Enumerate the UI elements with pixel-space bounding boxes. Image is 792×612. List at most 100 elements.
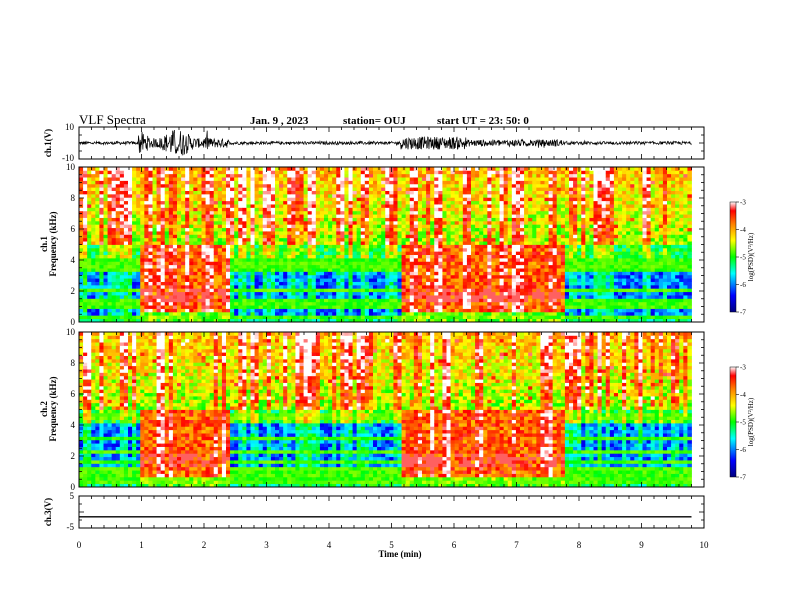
spectrogram-cell [87, 224, 92, 229]
spectrogram-cell [475, 237, 480, 242]
spectrogram-cell [454, 220, 460, 225]
spectrogram-cell [373, 183, 378, 188]
spectrogram-cell [95, 291, 100, 296]
spectrogram-cell [99, 257, 104, 262]
spectrogram-cell [307, 311, 313, 316]
spectrogram-cell [458, 214, 464, 218]
spectrogram-cell [373, 210, 378, 215]
spectrogram-cell [258, 298, 264, 303]
spectrogram-cell [499, 254, 505, 259]
spectrogram-cell [115, 237, 121, 242]
spectrogram-cell [299, 173, 304, 178]
spectrogram-cell [373, 214, 378, 218]
spectrogram-cell [275, 311, 280, 316]
spectrogram-cell [417, 197, 423, 202]
spectrogram-cell [303, 247, 309, 252]
spectrogram-cell [328, 271, 333, 276]
spectrogram-cell [324, 197, 329, 202]
spectrogram-cell [266, 268, 272, 272]
spectrogram-cell [238, 180, 243, 185]
spectrogram-cell [111, 311, 117, 316]
spectrogram-cell [409, 224, 415, 229]
spectrogram-cell [140, 298, 145, 303]
spectrogram-cell [422, 227, 427, 232]
spectrogram-cell [279, 301, 284, 306]
spectrogram-cell [422, 301, 427, 306]
spectrogram-cell [295, 274, 300, 279]
spectrogram-cell [462, 231, 468, 235]
spectrogram-cell [483, 261, 488, 266]
spectrogram-cell [168, 308, 174, 313]
spectrogram-cell [250, 308, 255, 313]
spectrogram-cell [483, 281, 488, 286]
spectrogram-cell [466, 257, 472, 262]
spectrogram-cell [409, 311, 415, 316]
spectrogram-cell [295, 227, 300, 232]
spectrogram-cell [364, 173, 370, 178]
spectrogram-cell [356, 254, 362, 259]
spectrogram-cell [389, 173, 394, 178]
spectrogram-cell [140, 288, 145, 293]
spectrogram-cell [368, 210, 374, 215]
spectrogram-cell [123, 298, 129, 303]
spectrogram-cell [226, 217, 231, 222]
spectrogram-cell [91, 278, 96, 282]
spectrogram-cell [483, 183, 488, 188]
spectrogram-cell [377, 247, 382, 252]
spectrogram-cell [283, 318, 288, 323]
spectrogram-cell [352, 311, 358, 316]
spectrogram-cell [381, 187, 386, 191]
spectrogram-cell [495, 251, 500, 256]
spectrogram-cell [344, 291, 349, 296]
spectrogram-cell [442, 308, 447, 313]
spectrogram-cell [450, 187, 456, 191]
spectrogram-cell [368, 200, 374, 205]
spectrogram-cell [377, 170, 382, 175]
spectrogram-cell [507, 281, 513, 286]
spectrogram-cell [128, 200, 133, 205]
spectrogram-cell [197, 234, 202, 239]
spectrogram-cell [181, 298, 186, 303]
spectrogram-cell [315, 257, 321, 262]
spectrogram-cell [319, 305, 325, 309]
spectrogram-cell [136, 214, 141, 218]
spectrogram-cell [279, 244, 284, 249]
spectrogram-cell [246, 268, 251, 272]
spectrogram-cell [87, 204, 92, 208]
spectrogram-cell [258, 214, 264, 218]
spectrogram-cell [95, 257, 100, 262]
spectrogram-cell [422, 315, 427, 320]
spectrogram-cell [87, 257, 92, 262]
spectrogram-cell [307, 190, 313, 195]
spectrogram-cell [250, 305, 255, 309]
spectrogram-cell [393, 271, 398, 276]
spectrogram-cell [315, 241, 321, 245]
spectrogram-cell [393, 268, 398, 272]
spectrogram-cell [291, 220, 296, 225]
spectrogram-cell [283, 311, 288, 316]
spectrogram-cell [262, 274, 268, 279]
spectrogram-cell [360, 291, 366, 296]
spectrogram-cell [319, 278, 325, 282]
spectrogram-cell [373, 177, 378, 181]
spectrogram-cell [119, 254, 125, 259]
spectrogram-cell [368, 231, 374, 235]
spectrogram-cell [132, 167, 137, 171]
spectrogram-cell [270, 301, 276, 306]
spectrogram-cell [95, 231, 100, 235]
spectrogram-cell [279, 193, 284, 198]
spectrogram-cell [356, 298, 362, 303]
spectrogram-cell [262, 244, 268, 249]
spectrogram-cell [336, 231, 341, 235]
spectrogram-cell [356, 278, 362, 282]
spectrogram-cell [209, 183, 215, 188]
spectrogram-cell [136, 173, 141, 178]
spectrogram-cell [254, 224, 260, 229]
spectrogram-cell [352, 301, 358, 306]
spectrogram-cell [140, 268, 145, 272]
spectrogram-cell [446, 318, 451, 323]
spectrogram-cell [205, 308, 211, 313]
spectrogram-cell [140, 308, 145, 313]
spectrogram-cell [319, 274, 325, 279]
spectrogram-cell [315, 247, 321, 252]
